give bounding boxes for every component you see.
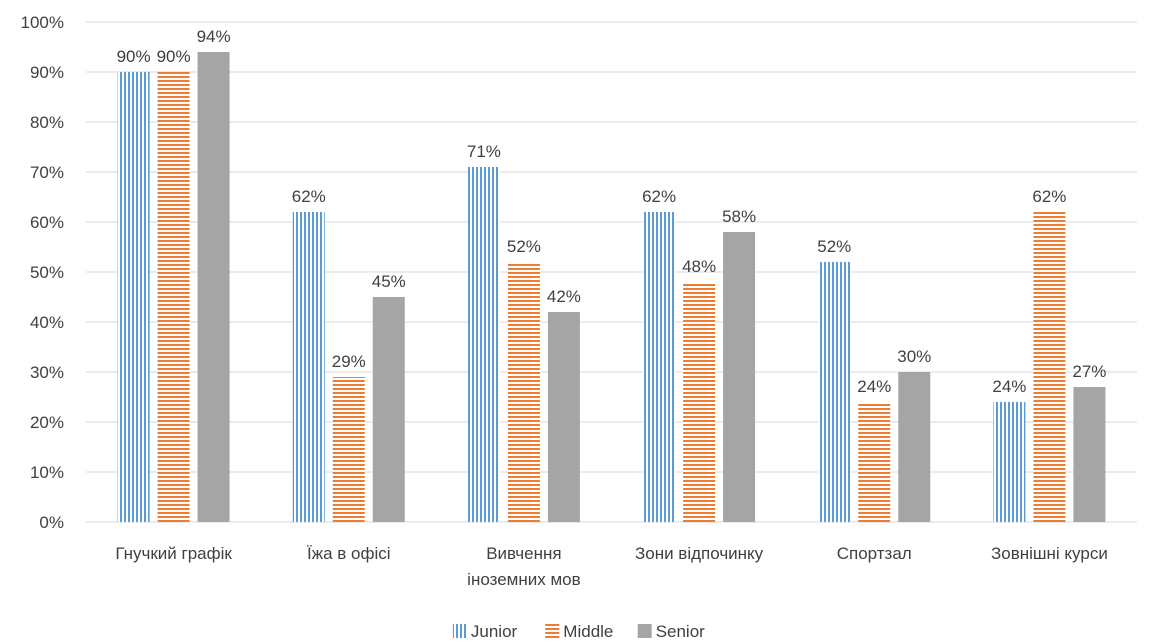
bar-senior	[898, 372, 931, 522]
data-labels: 90% 90% 94% 62% 29% 45% 71% 52% 42% 62% 48% 58% 52% 2…	[117, 27, 1107, 396]
legend-label: Senior	[656, 622, 705, 641]
data-label: 52%	[817, 237, 851, 256]
legend-label: Junior	[471, 622, 518, 641]
data-label: 30%	[897, 347, 931, 366]
bar-senior	[547, 312, 580, 522]
bar-junior	[292, 212, 325, 522]
y-tick-label: 80%	[30, 113, 64, 132]
x-tick-label: Зовнішні курси	[991, 544, 1108, 563]
data-label: 29%	[332, 352, 366, 371]
data-label: 90%	[117, 47, 151, 66]
y-tick-label: 50%	[30, 263, 64, 282]
bars	[117, 52, 1106, 522]
bar-junior	[117, 72, 150, 522]
y-tick-label: 60%	[30, 213, 64, 232]
legend-swatch-middle	[545, 624, 560, 638]
x-axis-ticks: Гнучкий графік Їжа в офісі Вивчення іноземн…	[115, 544, 1107, 589]
data-label: 90%	[157, 47, 191, 66]
x-tick-label: Гнучкий графік	[115, 544, 232, 563]
data-label: 45%	[372, 272, 406, 291]
x-tick-label: Спортзал	[837, 544, 912, 563]
legend-swatch-senior	[637, 624, 652, 638]
data-label: 62%	[1032, 187, 1066, 206]
bar-junior	[993, 402, 1026, 522]
y-tick-label: 90%	[30, 63, 64, 82]
data-label: 62%	[292, 187, 326, 206]
legend: Junior Middle Senior	[452, 622, 705, 641]
bar-middle	[507, 262, 540, 522]
bar-middle	[683, 282, 716, 522]
y-tick-label: 30%	[30, 363, 64, 382]
data-label: 27%	[1072, 362, 1106, 381]
bar-middle	[858, 402, 891, 522]
x-tick-label: Їжа в офісі	[307, 544, 391, 563]
bar-senior	[1073, 387, 1106, 522]
x-tick-label: Вивчення	[486, 544, 561, 563]
bar-middle	[1033, 212, 1066, 522]
legend-swatch-junior	[452, 624, 467, 638]
data-label: 71%	[467, 142, 501, 161]
data-label: 24%	[857, 377, 891, 396]
legend-label: Middle	[563, 622, 613, 641]
x-tick-label: іноземних мов	[467, 570, 580, 589]
bar-middle	[332, 377, 365, 522]
y-tick-label: 40%	[30, 313, 64, 332]
bar-junior	[643, 212, 676, 522]
gridlines	[86, 21, 1137, 523]
y-axis-ticks: 0% 10% 20% 30% 40% 50% 60% 70% 80% 90% 100%	[21, 13, 64, 532]
y-tick-label: 100%	[21, 13, 64, 32]
y-tick-label: 20%	[30, 413, 64, 432]
data-label: 48%	[682, 257, 716, 276]
data-label: 62%	[642, 187, 676, 206]
data-label: 94%	[197, 27, 231, 46]
bar-junior	[818, 262, 851, 522]
x-tick-label: Зони відпочинку	[635, 544, 764, 563]
bar-middle	[157, 72, 190, 522]
bar-senior	[723, 232, 756, 522]
y-tick-label: 70%	[30, 163, 64, 182]
data-label: 52%	[507, 237, 541, 256]
data-label: 24%	[992, 377, 1026, 396]
data-label: 58%	[722, 207, 756, 226]
y-tick-label: 10%	[30, 463, 64, 482]
bar-senior	[197, 52, 230, 522]
y-tick-label: 0%	[39, 513, 64, 532]
bar-junior	[467, 167, 500, 522]
data-label: 42%	[547, 287, 581, 306]
bar-senior	[372, 297, 405, 522]
